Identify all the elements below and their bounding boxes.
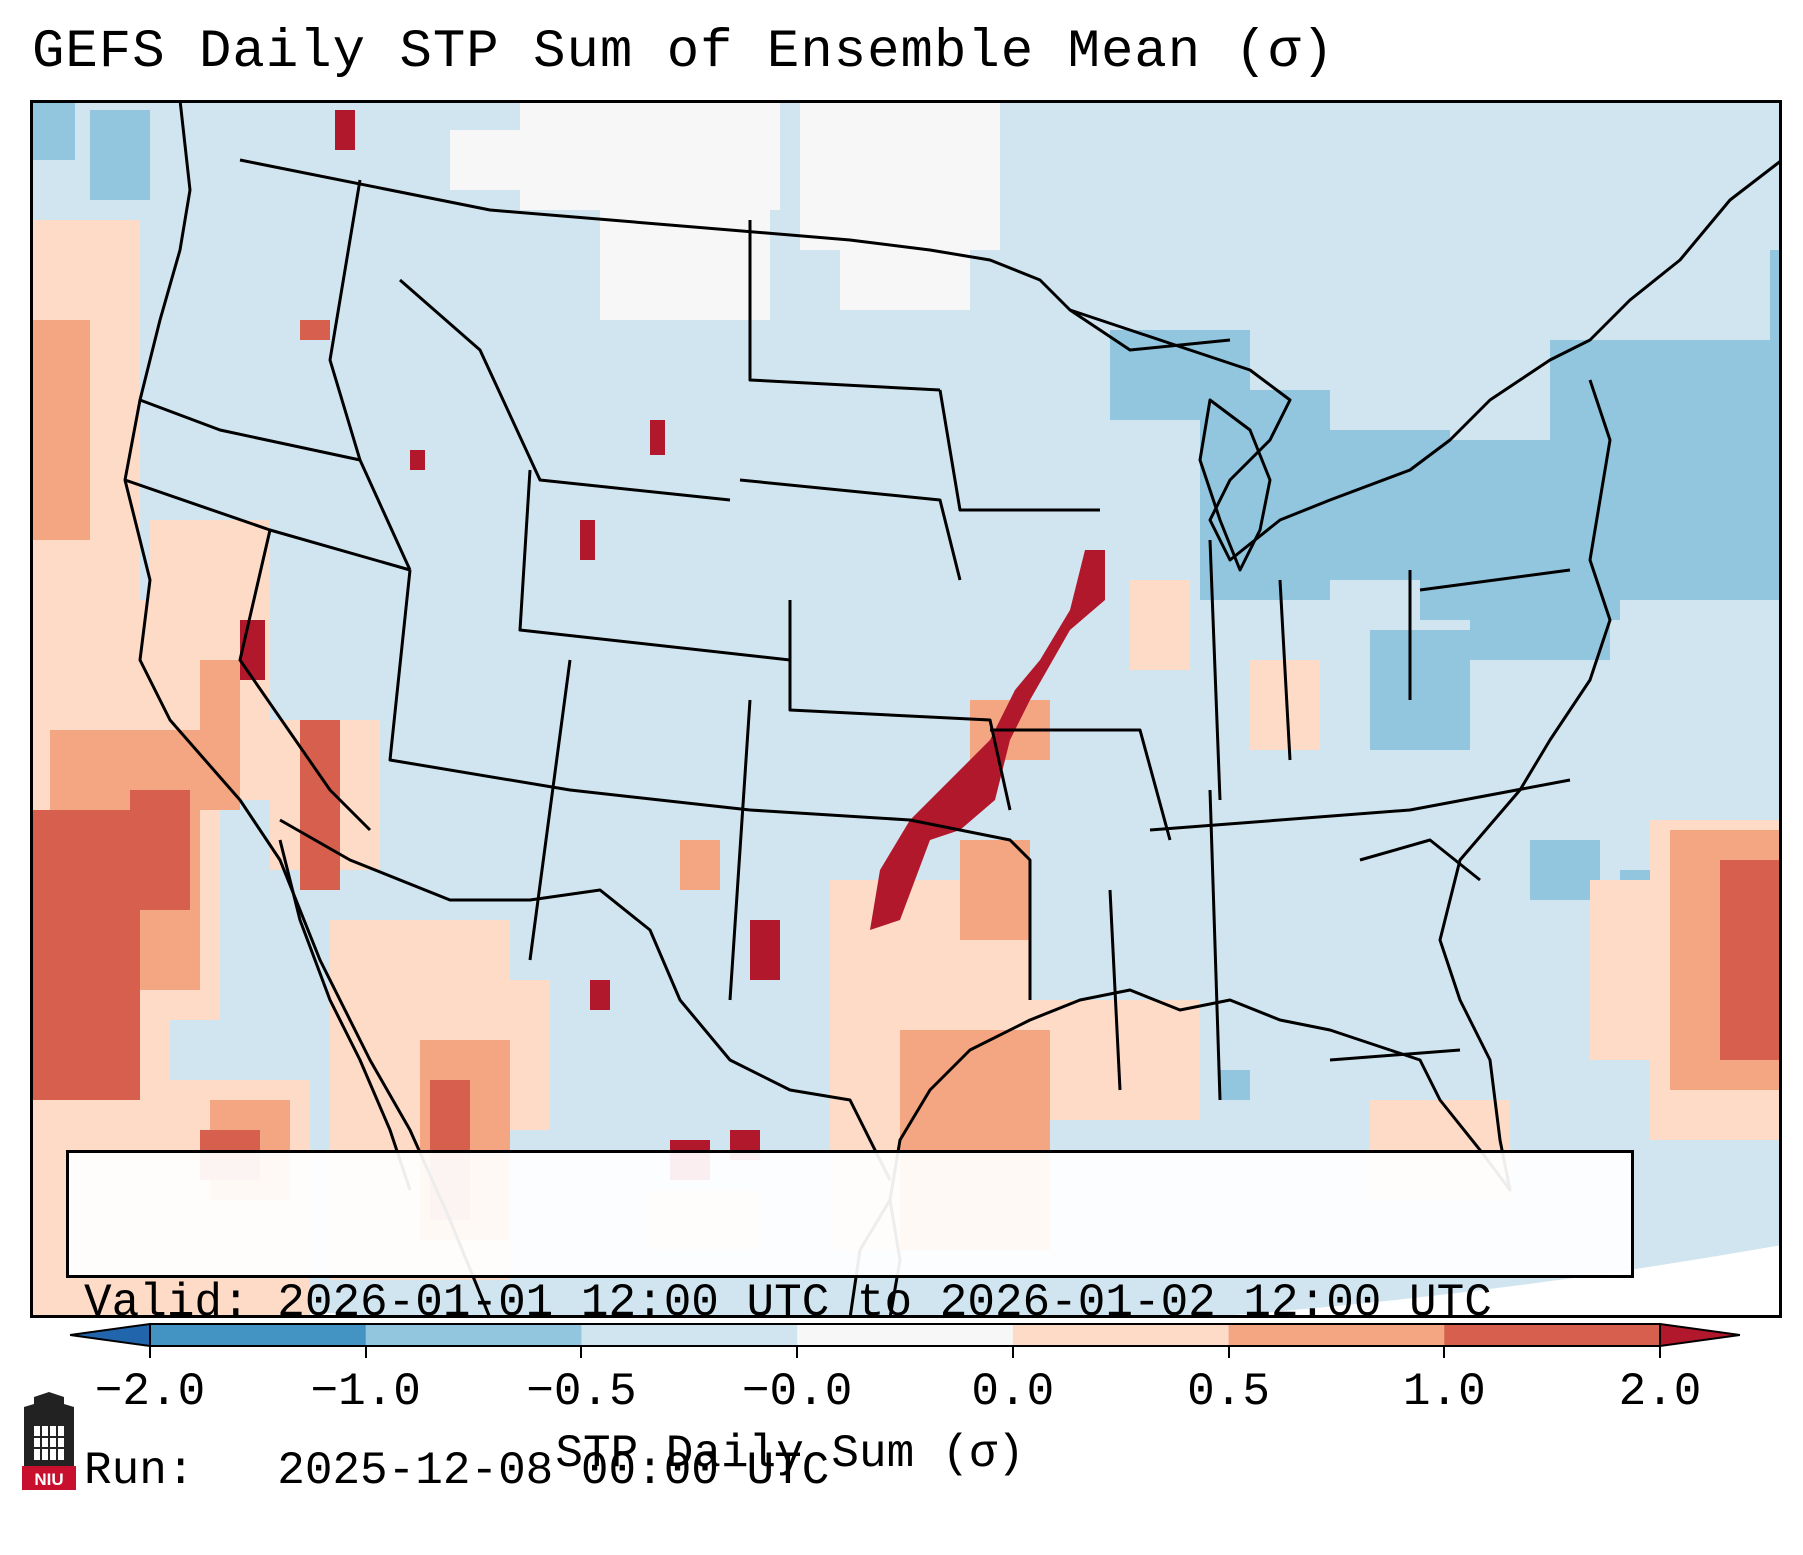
state-line-wa-or	[139, 398, 361, 462]
valid-time-text: Valid: 2026-01-01 12:00 UTC to 2026-01-0…	[84, 1277, 1492, 1329]
canada-us-border	[239, 158, 1231, 352]
white-field-region	[450, 100, 1000, 320]
colorbar-tick-mark	[1443, 1346, 1446, 1358]
colorbar-bin	[365, 1324, 582, 1346]
map-frame	[30, 100, 1782, 1318]
colorbar-tick-label: −2.0	[94, 1366, 206, 1418]
state-line-oh-pa	[1408, 568, 1571, 700]
state-line-mn-ia	[938, 389, 1100, 512]
run-time-text: Run: 2025-12-08 00:00 UTC	[84, 1445, 830, 1497]
colorbar-over-arrow	[1659, 1322, 1740, 1348]
colorbar-bin	[581, 1324, 798, 1346]
state-line-mo-ar	[990, 728, 1172, 841]
state-line-ok-tx	[749, 808, 1032, 1000]
colorbar-bin	[1012, 1324, 1230, 1346]
colorbar-tick-label: 2.0	[1618, 1366, 1702, 1418]
state-line-ms-al	[1108, 789, 1222, 1101]
niu-logo-text: NIU	[34, 1470, 63, 1489]
great-lakes-region	[1069, 158, 1782, 562]
state-line-tn-ky	[1149, 778, 1571, 832]
map-title: GEFS Daily STP Sum of Ensemble Mean (σ)	[32, 22, 1335, 83]
state-line-nc-sc	[1359, 838, 1481, 882]
state-line-mt-wy	[399, 278, 731, 502]
info-box: Valid: 2026-01-01 12:00 UTC to 2026-01-0…	[66, 1150, 1634, 1497]
state-line-ca-nv	[238, 529, 372, 832]
colorbar-bin	[1444, 1324, 1661, 1346]
stp-map	[30, 100, 1782, 1318]
colorbar-tick-label: 0.0	[971, 1366, 1055, 1418]
state-line-nd-sd	[748, 220, 941, 392]
state-line-ks-ok	[788, 600, 1012, 811]
colorbar-label: STP Daily Sum (σ)	[555, 1428, 1025, 1480]
colorbar-tick-label: −1.0	[310, 1366, 421, 1418]
colorbar-frame	[149, 1323, 1661, 1347]
colorbar-bin	[150, 1324, 367, 1346]
state-line-ut-az	[388, 569, 751, 812]
colorbar-tick-mark	[1011, 1346, 1014, 1358]
colorbar-under-arrow	[70, 1322, 151, 1348]
colorbar-tick-label: 0.5	[1187, 1366, 1270, 1418]
colorbar-tick-mark	[1227, 1346, 1230, 1358]
colorbar-tick-label: −0.5	[526, 1366, 637, 1418]
political-boundaries	[123, 100, 1782, 1318]
state-line-sd-ne	[739, 478, 962, 581]
colorbar-tick-label: 1.0	[1402, 1366, 1486, 1418]
colorbar-tick-mark	[1659, 1346, 1661, 1358]
colorbar-bin	[1228, 1324, 1445, 1346]
east-coast	[1389, 379, 1612, 1192]
lake-michigan	[1198, 398, 1272, 572]
state-line-id-mt	[328, 179, 412, 571]
state-line-co-nm	[528, 659, 752, 1001]
colorbar-tick-label: −0.0	[741, 1366, 853, 1418]
state-line-ga-fl	[1329, 1048, 1461, 1062]
state-line-il-in	[1208, 539, 1292, 801]
colorbar-tick-mark	[580, 1346, 583, 1358]
mexico-baja	[278, 839, 412, 1191]
us-mexico-border	[279, 818, 892, 1181]
colorbar-tick-mark	[796, 1346, 799, 1358]
us-west-coast	[123, 100, 492, 1318]
colorbar-bin	[797, 1324, 1014, 1346]
colorbar-tick-mark	[149, 1346, 151, 1358]
colorbar-tick-mark	[364, 1346, 367, 1358]
colorbar	[70, 1322, 1740, 1348]
niu-logo: NIU	[22, 1392, 76, 1490]
state-line-wy-co	[518, 469, 791, 662]
negative-field-regions	[30, 100, 1782, 1100]
